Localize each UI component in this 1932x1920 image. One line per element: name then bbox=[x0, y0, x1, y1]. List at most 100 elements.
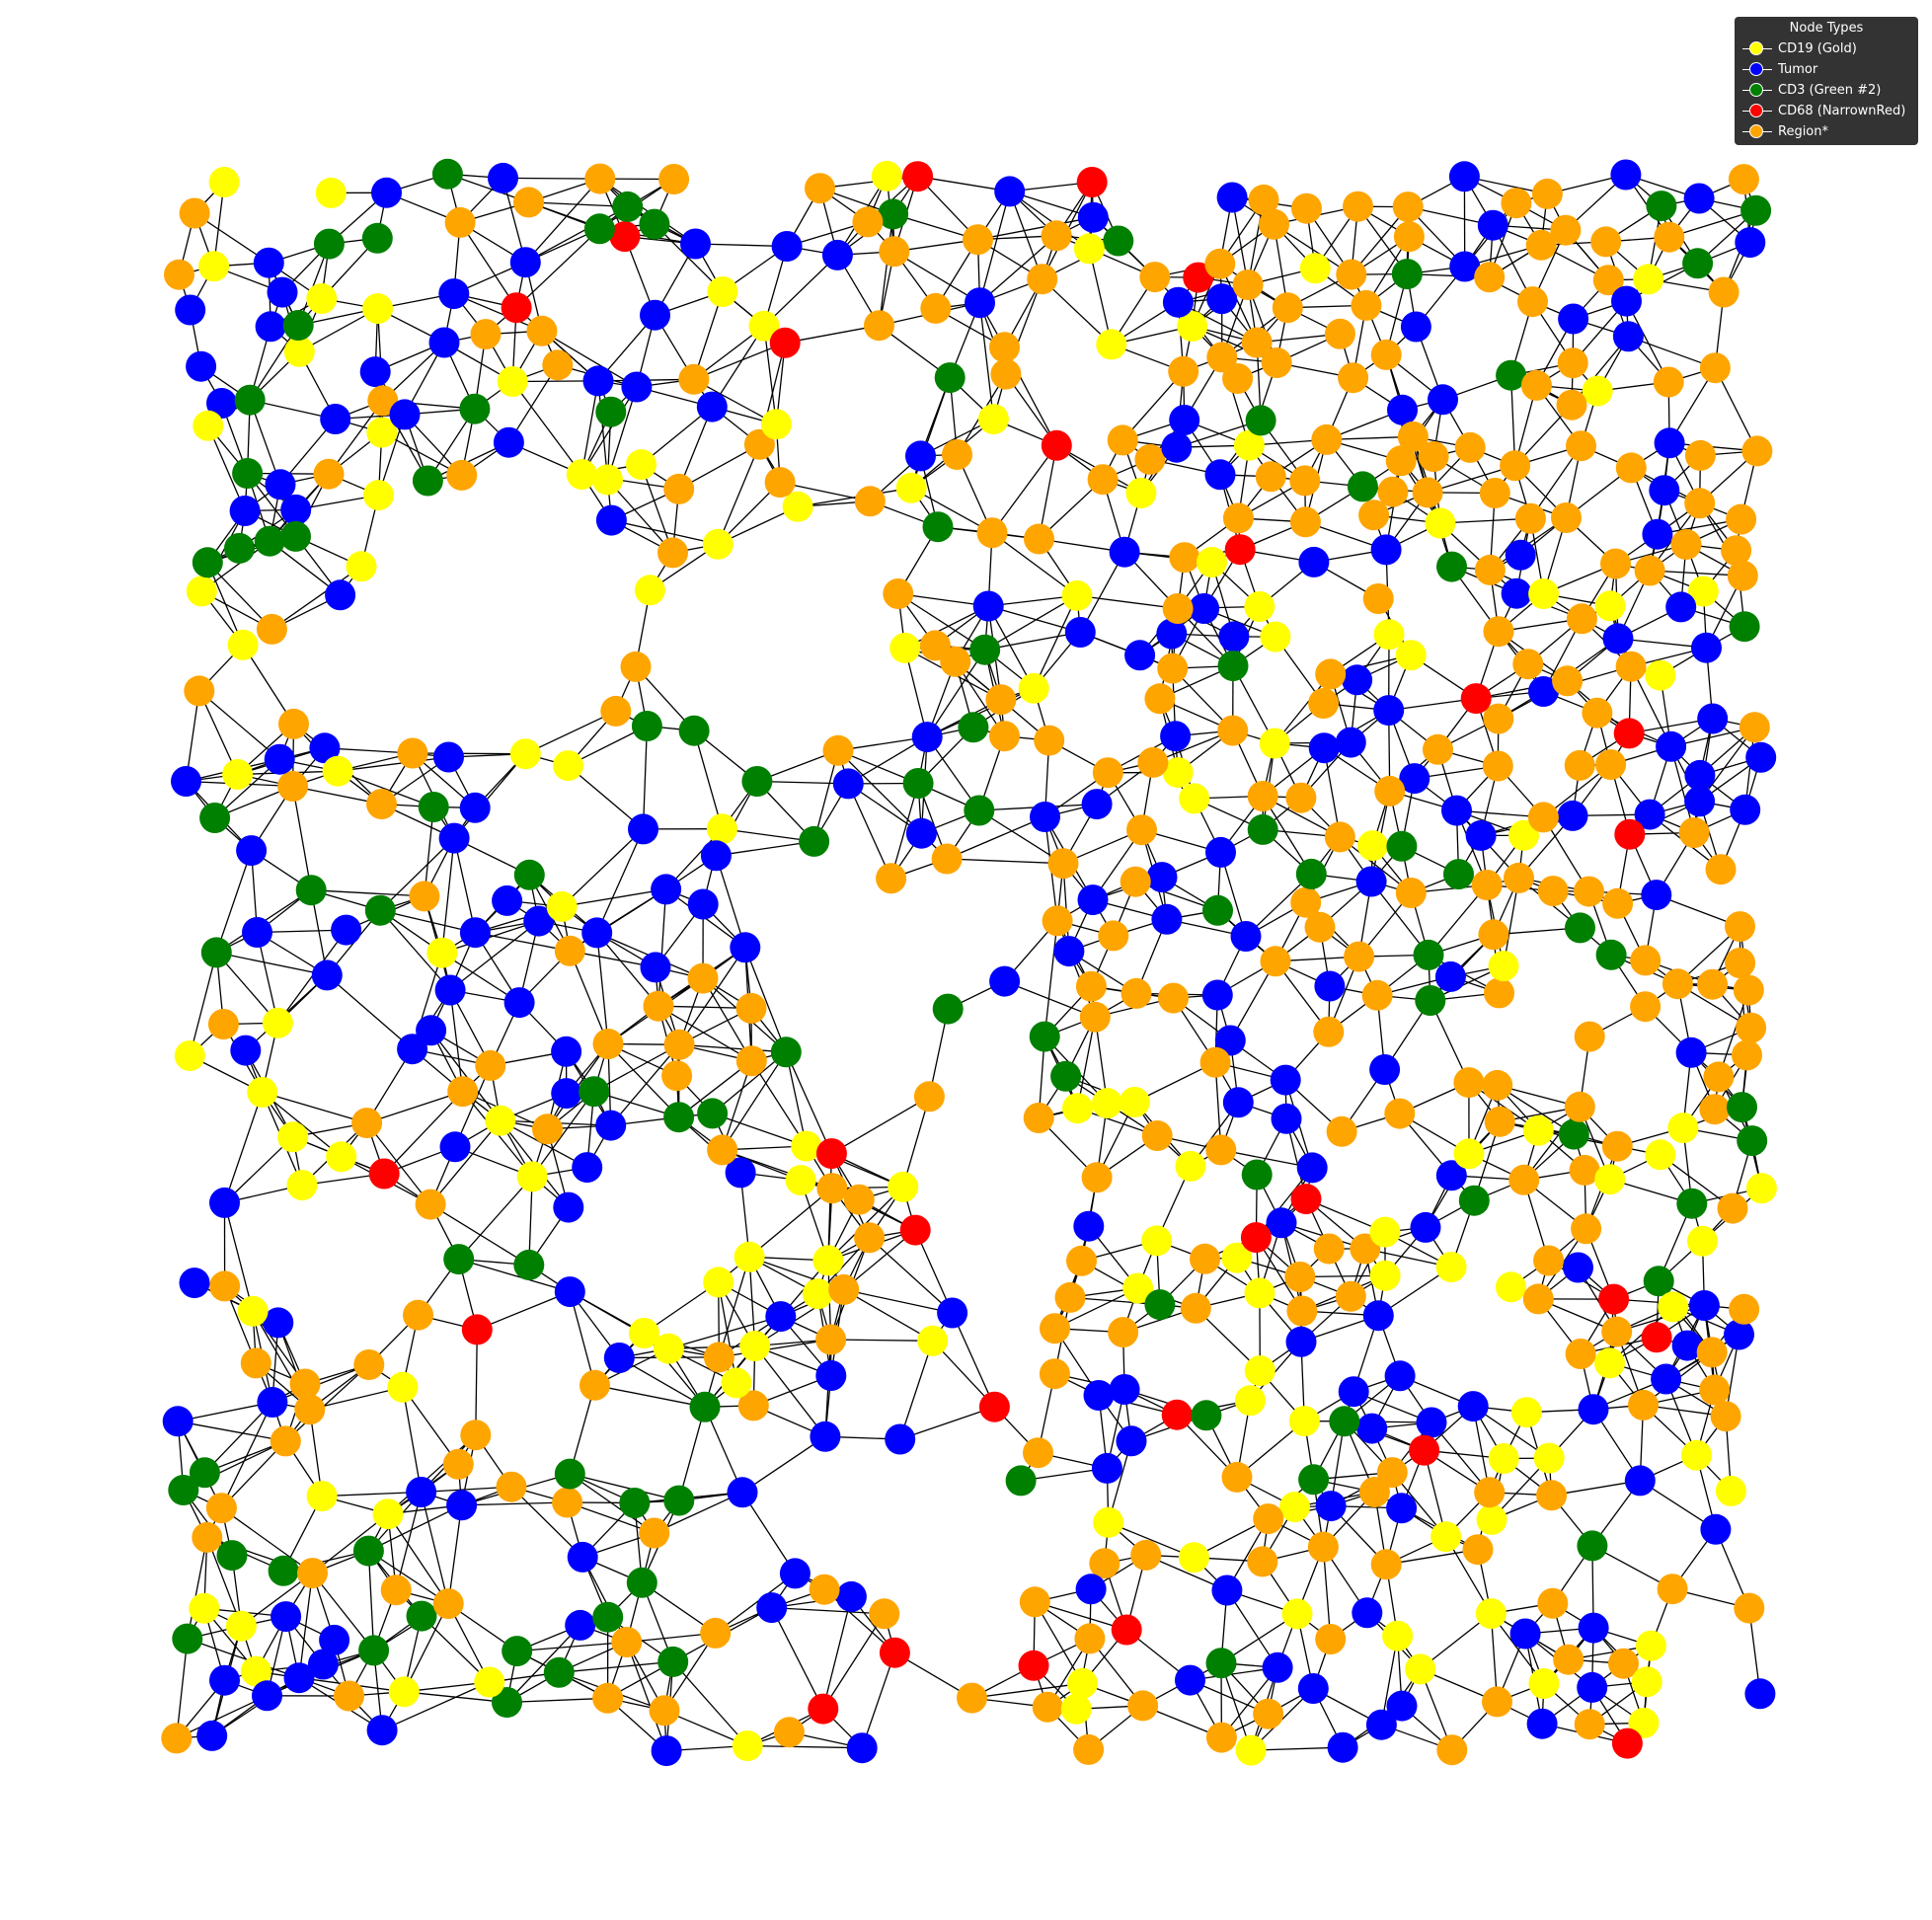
graph-node bbox=[1161, 1399, 1193, 1430]
graph-edge bbox=[447, 1504, 463, 1604]
graph-edge bbox=[524, 178, 601, 264]
graph-node bbox=[1169, 542, 1200, 574]
graph-node bbox=[1653, 366, 1684, 398]
graph-node bbox=[1558, 1118, 1589, 1150]
graph-edge bbox=[215, 850, 253, 954]
graph-edge bbox=[211, 1677, 300, 1736]
graph-edge bbox=[506, 1624, 581, 1703]
graph-node bbox=[782, 491, 813, 522]
graph-node bbox=[1533, 1245, 1565, 1276]
graph-node bbox=[1645, 659, 1676, 691]
graph-edge bbox=[843, 1288, 934, 1342]
graph-node bbox=[1536, 1480, 1568, 1511]
graph-edge bbox=[475, 932, 571, 952]
graph-node bbox=[958, 712, 989, 743]
graph-node bbox=[734, 1241, 765, 1272]
graph-edge bbox=[256, 932, 279, 1024]
graph-edge bbox=[516, 1641, 627, 1652]
graph-edge bbox=[322, 1491, 422, 1498]
graph-node bbox=[257, 1387, 288, 1418]
graph-node bbox=[651, 1735, 682, 1767]
legend-title: Node Types bbox=[1789, 21, 1864, 36]
graph-node bbox=[470, 319, 502, 350]
graph-node bbox=[331, 914, 362, 946]
graph-node bbox=[1436, 1734, 1468, 1766]
graph-node bbox=[815, 1138, 847, 1170]
graph-node bbox=[1369, 1216, 1401, 1248]
graph-node bbox=[1387, 394, 1418, 425]
graph-node bbox=[1425, 507, 1456, 539]
graph-edge bbox=[366, 1091, 463, 1124]
graph-node bbox=[1108, 1317, 1139, 1348]
graph-node bbox=[1397, 421, 1429, 452]
graph-node bbox=[1291, 192, 1322, 224]
graph-node bbox=[234, 384, 266, 416]
graph-node bbox=[294, 1394, 326, 1425]
graph-node bbox=[1552, 665, 1584, 697]
graph-node bbox=[703, 1267, 734, 1298]
graph-node bbox=[492, 884, 523, 916]
graph-node bbox=[459, 393, 491, 424]
graph-edge bbox=[785, 325, 880, 344]
graph-node bbox=[1384, 1360, 1416, 1392]
graph-node bbox=[208, 167, 240, 197]
graph-node bbox=[895, 472, 927, 503]
graph-node bbox=[579, 1076, 610, 1108]
graph-node bbox=[1737, 1125, 1768, 1157]
graph-node bbox=[1565, 912, 1595, 944]
graph-node bbox=[1478, 919, 1509, 951]
graph-node bbox=[1352, 1597, 1383, 1629]
graph-node bbox=[1299, 253, 1331, 284]
graph-node bbox=[1631, 1666, 1662, 1698]
graph-node bbox=[1643, 1266, 1674, 1297]
graph-node bbox=[229, 496, 261, 526]
graph-node bbox=[832, 768, 864, 800]
graph-node bbox=[1062, 1093, 1093, 1124]
graph-node bbox=[209, 1187, 240, 1218]
graph-node bbox=[1697, 703, 1729, 734]
graph-edge bbox=[525, 710, 617, 755]
graph-node bbox=[380, 1574, 412, 1606]
graph-node bbox=[1477, 209, 1508, 241]
graph-node bbox=[852, 206, 884, 238]
graph-node bbox=[1537, 876, 1569, 907]
graph-node bbox=[612, 191, 644, 222]
graph-node bbox=[1730, 794, 1761, 825]
graph-node bbox=[546, 890, 578, 922]
graph-node bbox=[1628, 1389, 1659, 1421]
graph-node bbox=[496, 1471, 527, 1502]
graph-node bbox=[207, 1009, 239, 1039]
graph-node bbox=[582, 365, 614, 397]
graph-edge bbox=[988, 605, 1081, 634]
graph-node bbox=[1656, 730, 1687, 762]
graph-edge bbox=[611, 519, 719, 545]
graph-node bbox=[1175, 1150, 1206, 1182]
graph-edge bbox=[1043, 920, 1058, 1037]
graph-node bbox=[1733, 974, 1764, 1006]
graph-node bbox=[1040, 1313, 1070, 1344]
graph-edge bbox=[668, 1315, 781, 1349]
graph-node bbox=[1382, 1620, 1414, 1651]
graph-node bbox=[1222, 502, 1254, 534]
graph-node bbox=[1279, 1492, 1310, 1523]
graph-node bbox=[1298, 546, 1330, 577]
graph-node bbox=[1386, 830, 1418, 862]
graph-node bbox=[1230, 921, 1262, 952]
graph-node bbox=[1590, 226, 1622, 258]
graph-node bbox=[1577, 1530, 1608, 1562]
graph-node bbox=[1665, 591, 1697, 623]
graph-node bbox=[192, 1521, 223, 1553]
graph-edge bbox=[717, 444, 760, 545]
graph-node bbox=[389, 399, 421, 430]
graph-node bbox=[353, 1349, 385, 1380]
graph-node bbox=[236, 835, 268, 867]
graph-node bbox=[730, 932, 761, 963]
graph-node bbox=[1405, 1653, 1436, 1685]
graph-node bbox=[1089, 1548, 1121, 1579]
graph-node bbox=[509, 247, 541, 278]
graph-edge bbox=[569, 951, 609, 1044]
graph-node bbox=[1285, 782, 1317, 813]
graph-edge bbox=[569, 1473, 656, 1534]
graph-node bbox=[1386, 1493, 1418, 1524]
graph-node bbox=[1501, 188, 1532, 219]
